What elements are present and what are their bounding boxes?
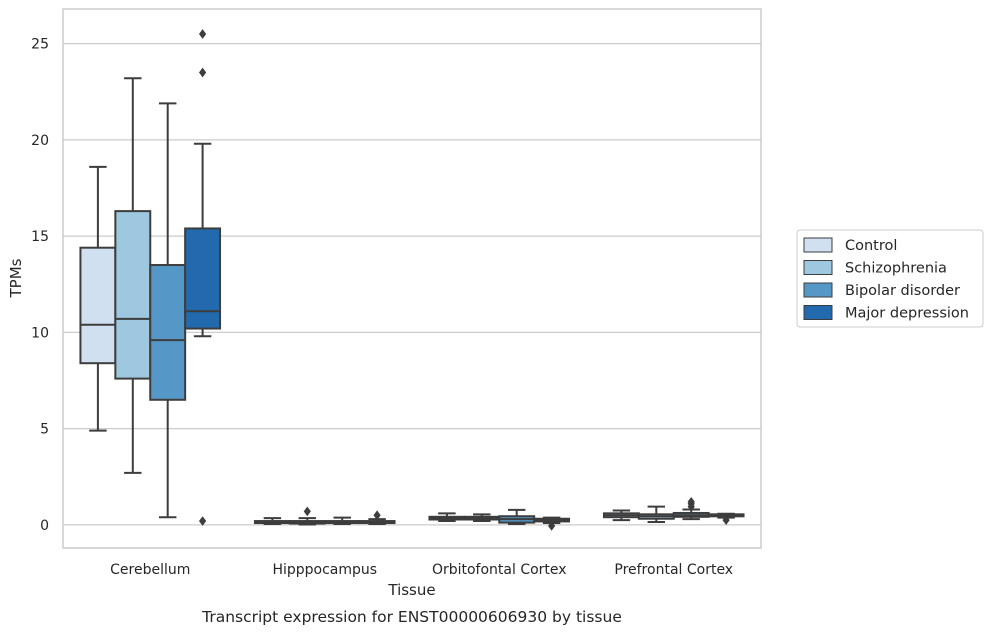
x-tick-label: Prefrontal Cortex xyxy=(614,562,733,578)
y-tick-label: 25 xyxy=(31,37,49,53)
box-orbitofontal-cortex-control xyxy=(428,512,466,523)
x-tick-label: Orbitofontal Cortex xyxy=(432,562,567,578)
x-tick-labels: Cerebellum Hipppocampus Orbitofontal Corte… xyxy=(110,562,733,578)
outlier-point xyxy=(303,506,311,517)
y-tick-label: 15 xyxy=(31,229,49,245)
legend-swatch xyxy=(803,237,833,253)
x-tick-label: Cerebellum xyxy=(110,562,190,578)
box-hipppocampus-major-depression xyxy=(358,510,396,525)
outlier-point xyxy=(373,510,381,521)
box-prefrontal-cortex-schizophrenia xyxy=(637,505,675,524)
legend-swatch xyxy=(803,282,833,298)
legend-frame xyxy=(796,229,984,328)
box-prefrontal-cortex-bipolar-disorder xyxy=(672,496,710,521)
outlier-point xyxy=(199,29,207,39)
legend-label: Bipolar disorder xyxy=(845,283,960,299)
y-tick-labels: 0 5 10 15 20 25 xyxy=(31,37,49,534)
x-axis-label: Tissue xyxy=(387,581,435,599)
y-tick-label: 5 xyxy=(40,422,49,438)
box-body xyxy=(79,246,117,365)
box-orbitofontal-cortex-major-depression xyxy=(533,516,571,531)
chart-caption: Transcript expression for ENST0000060693… xyxy=(201,608,622,626)
box-cerebellum-schizophrenia xyxy=(114,77,152,474)
legend: Control Schizophrenia Bipolar disorder Majo… xyxy=(796,229,984,328)
box-prefrontal-cortex-major-depression xyxy=(707,512,745,525)
legend-label: Control xyxy=(845,238,897,254)
box-body xyxy=(184,227,222,330)
y-tick-label: 0 xyxy=(40,518,49,534)
box-cerebellum-major-depression xyxy=(184,29,222,526)
box-prefrontal-cortex-control xyxy=(602,509,640,522)
legend-label: Schizophrenia xyxy=(845,261,947,277)
outlier-point xyxy=(548,521,556,531)
box-hipppocampus-control xyxy=(253,517,291,525)
legend-swatch xyxy=(803,305,833,320)
outlier-point xyxy=(687,501,695,512)
x-tick-label: Hipppocampus xyxy=(272,562,377,578)
box-cerebellum-control xyxy=(79,165,117,432)
box-orbitofontal-cortex-schizophrenia xyxy=(463,513,501,523)
box-cerebellum-bipolar-disorder xyxy=(149,102,187,519)
box-orbitofontal-cortex-bipolar-disorder xyxy=(498,508,536,525)
outlier-point xyxy=(722,515,730,525)
y-tick-label: 20 xyxy=(31,133,49,149)
y-tick-label: 10 xyxy=(31,325,49,341)
y-axis-label: TPMs xyxy=(7,258,25,298)
outlier-point xyxy=(199,516,207,526)
legend-swatch xyxy=(803,260,833,275)
box-body xyxy=(149,264,187,401)
legend-label: Major depression xyxy=(845,306,969,322)
plot-frame xyxy=(62,8,762,549)
outlier-point xyxy=(199,67,207,78)
box-body xyxy=(114,210,152,380)
boxes-layer xyxy=(79,29,745,531)
box-hipppocampus-bipolar-disorder xyxy=(323,516,361,525)
box-hipppocampus-schizophrenia xyxy=(288,506,326,526)
legend-items: Control Schizophrenia Bipolar disorder Majo… xyxy=(803,237,969,322)
